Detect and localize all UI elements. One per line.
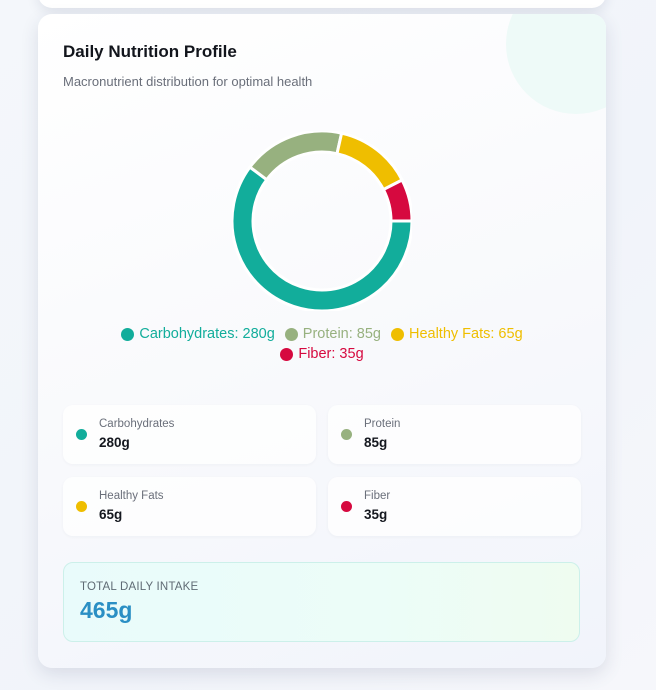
stat-card-protein: Protein 85g <box>328 405 581 464</box>
total-intake-panel: TOTAL DAILY INTAKE 465g <box>63 562 580 642</box>
legend-item-carbohydrates[interactable]: Carbohydrates: 280g <box>121 326 275 342</box>
stat-label: Carbohydrates <box>99 418 175 430</box>
legend-item-fiber[interactable]: Fiber: 35g <box>280 346 364 362</box>
nutrition-card: Daily Nutrition Profile Macronutrient di… <box>38 14 606 668</box>
stat-value: 280g <box>99 435 130 450</box>
stat-card-healthy-fats: Healthy Fats 65g <box>63 477 316 536</box>
previous-card-edge <box>38 0 606 8</box>
card-subtitle: Macronutrient distribution for optimal h… <box>63 74 313 89</box>
legend-dot <box>390 327 404 341</box>
stat-label: Protein <box>364 418 401 430</box>
donut-slice-fiber[interactable] <box>381 178 412 223</box>
stat-label: Healthy Fats <box>99 490 164 502</box>
legend-dot <box>121 327 135 341</box>
total-label: TOTAL DAILY INTAKE <box>80 581 199 593</box>
donut-slice-healthy-fats[interactable] <box>335 131 404 192</box>
legend-label: Carbohydrates: 280g <box>139 326 275 342</box>
donut-slice-carbohydrates[interactable] <box>232 165 412 311</box>
stat-label: Fiber <box>364 490 391 502</box>
stat-dot <box>76 429 87 440</box>
legend-item-protein[interactable]: Protein: 85g <box>284 326 381 342</box>
decorative-circle <box>506 14 606 114</box>
chart-legend: Carbohydrates: 280g Protein: 85g Healthy… <box>78 326 566 362</box>
legend-item-healthy-fats[interactable]: Healthy Fats: 65g <box>390 326 523 342</box>
card-title: Daily Nutrition Profile <box>63 42 237 61</box>
legend-label: Healthy Fats: 65g <box>408 326 523 342</box>
legend-label: Protein: 85g <box>302 326 381 342</box>
total-value: 465g <box>80 597 133 623</box>
legend-label: Fiber: 35g <box>298 346 364 362</box>
stat-dot <box>341 429 352 440</box>
stat-value: 85g <box>364 435 388 450</box>
stat-card-fiber: Fiber 35g <box>328 477 581 536</box>
legend-dot <box>284 327 298 341</box>
stat-value: 35g <box>364 507 388 522</box>
stat-dot <box>76 501 87 512</box>
stat-dot <box>341 501 352 512</box>
legend-dot <box>280 347 294 361</box>
stat-value: 65g <box>99 507 123 522</box>
donut-chart <box>232 131 412 311</box>
stat-card-carbohydrates: Carbohydrates 280g <box>63 405 316 464</box>
donut-slice-protein[interactable] <box>248 131 344 182</box>
